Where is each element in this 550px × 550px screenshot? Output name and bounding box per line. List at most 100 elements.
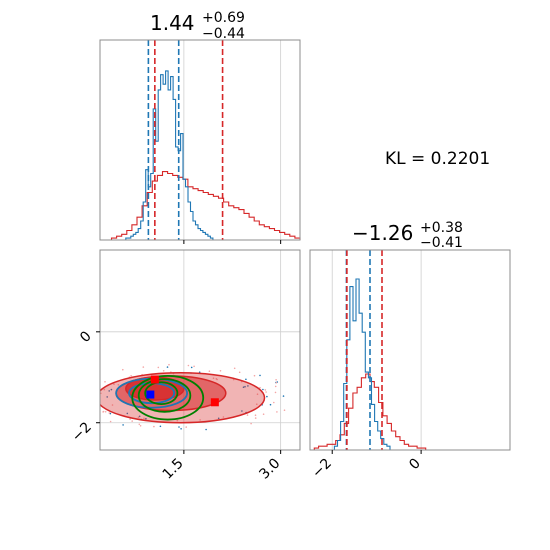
scatter-point	[94, 389, 96, 391]
scatter-point	[180, 428, 182, 430]
scatter-point	[274, 385, 277, 388]
scatter-point	[245, 378, 247, 381]
panel-frame	[99, 39, 301, 241]
scatter-point	[142, 366, 145, 368]
scatter-point	[113, 383, 115, 386]
blue-histogram	[333, 278, 391, 450]
scatter-point	[76, 388, 78, 390]
scatter-point	[104, 411, 107, 413]
scatter-point	[264, 389, 267, 391]
param2-title-minus: −0.41	[420, 235, 463, 251]
scatter-point	[166, 366, 169, 368]
scatter-point	[81, 385, 83, 387]
scatter-point	[241, 410, 243, 412]
scatter-point	[131, 420, 133, 422]
scatter-point	[269, 403, 272, 406]
scatter-point	[72, 388, 74, 390]
scatter-point	[90, 397, 92, 399]
scatter-point	[92, 402, 94, 404]
scatter-point	[190, 366, 193, 369]
scatter-point	[93, 387, 95, 389]
scatter-point	[153, 425, 155, 428]
red-marker-2	[210, 398, 219, 407]
scatter-point	[137, 416, 140, 419]
scatter-point	[265, 391, 267, 393]
param2-title-plus: +0.38	[420, 220, 463, 236]
param1-title-minus: −0.44	[202, 26, 245, 42]
scatter-point	[212, 377, 215, 380]
scatter-point	[108, 412, 111, 414]
scatter-point	[242, 386, 245, 389]
scatter-point	[89, 389, 91, 391]
scatter-point	[217, 417, 220, 420]
scatter-point	[108, 390, 110, 392]
param1-title: 1.44	[150, 11, 195, 35]
param2-title: −1.26	[352, 221, 413, 245]
scatter-point	[219, 370, 222, 372]
scatter-point	[253, 374, 256, 377]
green-contour	[144, 381, 179, 405]
scatter-point	[275, 381, 278, 384]
scatter-point	[145, 417, 147, 420]
scatter-point	[159, 425, 162, 428]
red-marker	[150, 375, 159, 384]
scatter-point	[85, 395, 87, 397]
kl-annotation: KL = 0.2201	[385, 149, 490, 169]
x-tick-label: 0	[406, 456, 424, 474]
scatter-point	[254, 417, 257, 419]
panel-frame	[309, 249, 511, 451]
scatter-point	[247, 385, 249, 387]
scatter-point	[255, 403, 258, 406]
scatter-point	[232, 378, 235, 381]
scatter-point	[82, 388, 84, 390]
joint-panel	[69, 249, 301, 451]
scatter-point	[238, 371, 241, 374]
param1-title-plus: +0.69	[202, 10, 245, 26]
scatter-point	[111, 404, 114, 406]
green-contour	[137, 378, 192, 413]
scatter-point	[185, 426, 187, 428]
scatter-point	[216, 378, 218, 381]
scatter-point	[157, 366, 160, 369]
scatter-point	[138, 423, 141, 426]
scatter-point	[103, 388, 106, 391]
scatter-point	[139, 425, 142, 427]
scatter-point	[282, 395, 285, 397]
scatter-point	[259, 374, 261, 377]
scatter-point	[246, 414, 249, 416]
panel-frame	[99, 249, 301, 451]
scatter-point	[233, 367, 236, 370]
scatter-point	[69, 390, 71, 392]
scatter-point	[273, 401, 275, 404]
scatter-point	[274, 391, 277, 394]
scatter-point	[95, 407, 97, 409]
scatter-point	[254, 414, 257, 417]
scatter-point	[262, 388, 264, 391]
scatter-point	[102, 411, 104, 413]
scatter-point	[122, 424, 124, 426]
scatter-point	[117, 384, 120, 386]
scatter-point	[79, 397, 81, 399]
scatter-point	[104, 381, 106, 383]
scatter-point	[266, 395, 268, 398]
x-tick-label: 3.0	[256, 456, 283, 483]
scatter-point	[250, 422, 252, 425]
scatter-point	[205, 428, 207, 431]
scatter-point	[199, 419, 201, 421]
green-contour	[131, 375, 205, 421]
scatter-point	[130, 375, 132, 377]
scatter-point	[109, 420, 112, 423]
scatter-point	[176, 419, 179, 422]
scatter-point	[168, 363, 170, 366]
scatter-point	[262, 413, 265, 416]
blue-marker	[146, 390, 155, 399]
scatter-point	[178, 426, 180, 428]
scatter-point	[77, 404, 79, 406]
marginal-panel-param1	[99, 39, 301, 241]
x-tick-label: 1.5	[160, 456, 187, 483]
scatter-point	[193, 365, 195, 368]
scatter-point	[92, 393, 94, 395]
scatter-point	[129, 418, 131, 420]
scatter-point	[122, 368, 124, 371]
